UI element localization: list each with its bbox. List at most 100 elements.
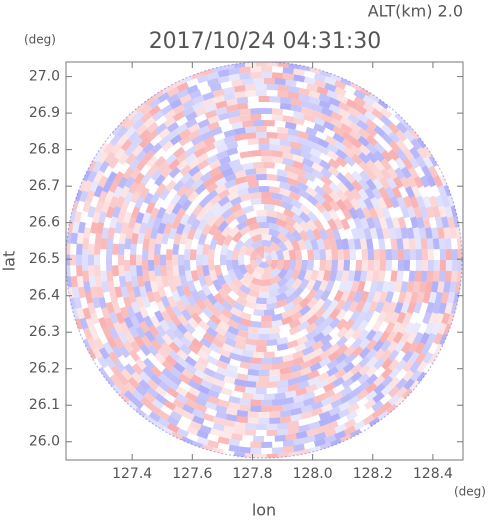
echo-cell	[165, 179, 177, 192]
echo-cell	[292, 111, 305, 120]
echo-cell	[110, 365, 122, 378]
echo-cell	[144, 280, 153, 293]
echo-cell	[380, 168, 392, 181]
echo-cell	[422, 216, 431, 229]
echo-cell	[183, 322, 196, 335]
echo-cell	[375, 280, 384, 293]
echo-cell	[128, 158, 140, 171]
echo-cell	[346, 290, 357, 303]
echo-cell	[339, 116, 353, 127]
echo-cell	[358, 347, 371, 359]
echo-cell	[158, 128, 171, 140]
echo-cell	[255, 83, 267, 91]
echo-cell	[176, 222, 186, 235]
echo-cell	[172, 104, 186, 115]
echo-cell	[391, 186, 402, 199]
echo-cell	[332, 376, 345, 388]
echo-cell	[155, 122, 168, 135]
echo-cell	[197, 125, 210, 136]
echo-cell	[275, 298, 288, 309]
echo-cell	[271, 198, 284, 207]
echo-cell	[373, 357, 385, 370]
echo-cell	[195, 298, 207, 311]
echo-cell	[281, 316, 294, 326]
echo-cell	[321, 200, 333, 213]
echo-cell	[366, 151, 379, 164]
echo-cell	[457, 249, 463, 260]
echo-cell	[364, 398, 377, 410]
echo-cell	[420, 238, 428, 250]
echo-cell	[444, 270, 452, 282]
echo-cell	[150, 142, 163, 155]
echo-cell	[279, 145, 292, 154]
echo-cell	[71, 286, 80, 299]
echo-cell	[94, 275, 103, 288]
echo-cell	[82, 238, 90, 250]
echo-cell	[387, 301, 398, 314]
echo-cell	[266, 429, 278, 436]
echo-cell	[163, 222, 173, 235]
echo-cell	[217, 69, 230, 78]
echo-cell	[255, 387, 267, 395]
echo-cell	[217, 195, 230, 207]
echo-cell	[368, 93, 380, 103]
echo-cell	[314, 201, 327, 214]
echo-cell	[284, 222, 297, 234]
echo-cell	[169, 374, 183, 386]
echo-cell	[148, 403, 161, 415]
echo-cell	[207, 71, 220, 81]
echo-cell	[112, 265, 119, 277]
echo-cell	[224, 213, 237, 225]
echo-cell	[279, 366, 292, 375]
echo-cell	[253, 161, 264, 169]
echo-cell	[317, 371, 330, 382]
echo-cell	[194, 183, 207, 195]
echo-cell	[264, 351, 275, 359]
echo-cell	[343, 353, 356, 365]
echo-cell	[146, 129, 159, 142]
echo-cell	[444, 238, 452, 250]
echo-cell	[176, 356, 189, 369]
echo-cell	[302, 157, 315, 168]
echo-cell	[238, 264, 248, 276]
echo-cell	[410, 138, 422, 151]
echo-cell	[357, 319, 369, 332]
echo-cell	[287, 426, 300, 435]
echo-cell	[288, 249, 296, 260]
echo-cell	[103, 142, 115, 155]
echo-cell	[242, 392, 254, 400]
echo-cell	[98, 190, 108, 203]
echo-cell	[159, 188, 171, 201]
echo-cell	[108, 327, 119, 340]
echo-cell	[209, 83, 222, 92]
echo-cell	[187, 228, 197, 240]
echo-cell	[255, 89, 267, 97]
echo-cell	[387, 122, 400, 135]
echo-cell	[327, 343, 340, 355]
echo-cell	[172, 328, 185, 340]
echo-cell	[113, 171, 125, 184]
echo-cell	[370, 196, 381, 210]
echo-cell	[172, 111, 186, 122]
echo-cell	[410, 291, 419, 304]
echo-cell	[223, 129, 236, 138]
echo-cell	[349, 82, 362, 92]
echo-cell	[353, 217, 363, 230]
echo-cell	[428, 312, 438, 325]
echo-cell	[321, 307, 333, 320]
echo-cell	[170, 193, 182, 206]
echo-cell	[355, 104, 368, 116]
echo-cell	[406, 281, 415, 293]
echo-cell	[199, 171, 212, 183]
echo-cell	[264, 246, 274, 255]
echo-cell	[387, 340, 398, 353]
echo-cell	[338, 280, 348, 293]
echo-cell	[378, 291, 388, 304]
echo-cell	[131, 144, 144, 157]
echo-cell	[416, 137, 427, 149]
echo-cell	[123, 191, 134, 204]
echo-cell	[290, 198, 303, 209]
echo-cell	[437, 281, 445, 293]
echo-cell	[386, 330, 397, 343]
echo-cell	[279, 415, 292, 424]
